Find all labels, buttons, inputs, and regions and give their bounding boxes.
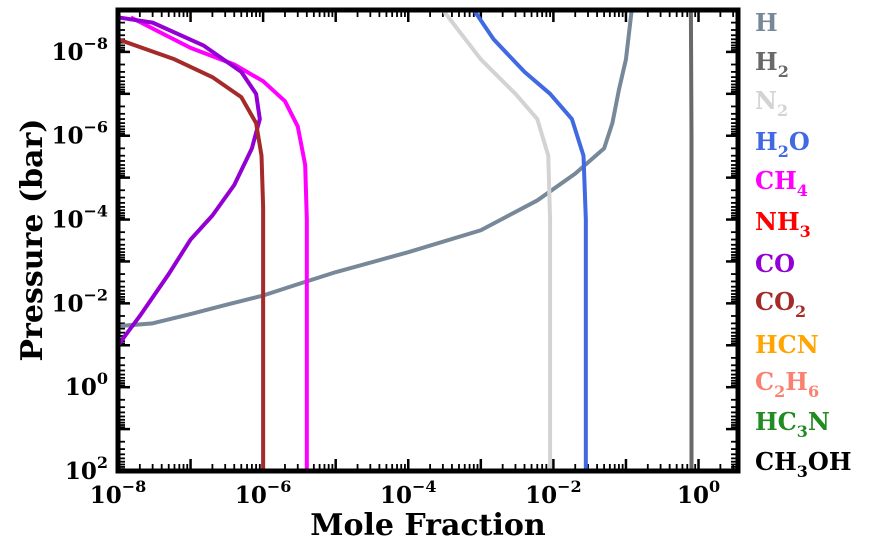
series-line-co: [118, 15, 262, 347]
x-tick-labels: 10−8 10−6 10−4 10−2 100: [90, 477, 720, 509]
legend-entry-co2: CO2: [755, 287, 806, 321]
series-line-ch4: [129, 15, 309, 471]
legend-entry-c2h6: C2H6: [755, 367, 819, 401]
x-axis-title: Mole Fraction: [310, 508, 546, 543]
series-lines: [118, 10, 694, 471]
y-tick-label: 10−4: [51, 202, 108, 234]
y-tick-label: 10−8: [51, 34, 108, 66]
y-tick-label: 10−2: [51, 285, 108, 317]
legend: H H2 N2 H2O CH4 NH3 CO CO2 HCN C2H6 HC3N CH3OH: [755, 8, 852, 481]
legend-entry-h2: H2: [755, 47, 789, 81]
x-tick-label: 10−6: [235, 477, 292, 509]
plot-background: [118, 10, 738, 471]
series-line-h2o: [472, 10, 588, 471]
plot-frame: [115, 7, 741, 474]
y-tick-label: 100: [65, 369, 108, 401]
series-line-h2: [688, 10, 694, 471]
y-tick-label: 10−6: [51, 118, 108, 150]
series-line-h: [118, 10, 634, 329]
x-tick-label: 100: [677, 477, 720, 509]
legend-entry-ch4: CH4: [755, 166, 808, 200]
y-tick-label: 102: [65, 453, 108, 485]
legend-entry-ch3oh: CH3OH: [755, 447, 852, 481]
x-tick-label: 10−4: [380, 477, 437, 509]
series-line-n2: [441, 10, 553, 471]
y-axis-title: Pressure (bar): [15, 119, 50, 362]
legend-entry-h: H: [755, 8, 778, 37]
legend-entry-h2o: H2O: [755, 127, 810, 161]
legend-entry-co: CO: [755, 249, 795, 278]
legend-entry-hc3n: HC3N: [755, 407, 830, 441]
series-line-co2: [118, 37, 266, 471]
x-tick-label: 10−2: [525, 477, 582, 509]
x-tick-label: 10−8: [90, 477, 147, 509]
y-tick-labels: 10−8 10−6 10−4 10−2 100 102: [51, 34, 108, 485]
legend-entry-hcn: HCN: [755, 330, 819, 359]
legend-entry-nh3: NH3: [755, 207, 811, 241]
legend-entry-n2: N2: [755, 86, 788, 120]
